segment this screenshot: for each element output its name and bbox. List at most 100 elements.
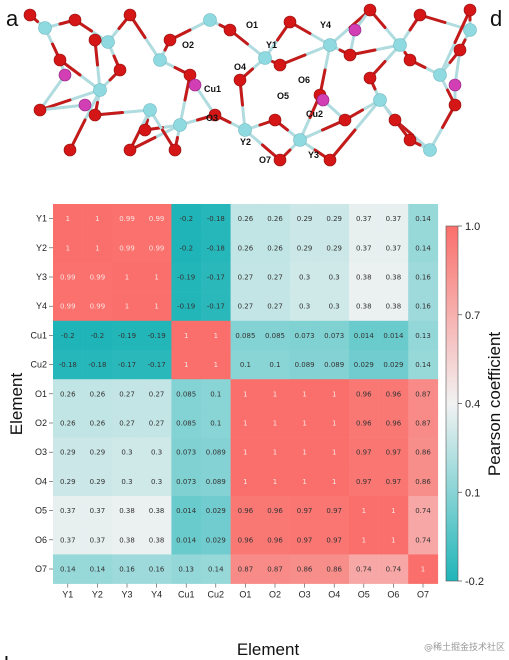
heatmap-cell	[82, 291, 113, 322]
heatmap-cell	[171, 350, 202, 380]
heatmap-cell-label: -0.17	[118, 361, 136, 369]
copper-atom	[348, 23, 362, 37]
heatmap-cell-label: 0.37	[60, 536, 76, 544]
heatmap-cell-label: 1	[302, 478, 306, 486]
heatmap-cell-label: 0.085	[235, 332, 255, 340]
heatmap-cell	[408, 466, 439, 497]
heatmap-cell	[112, 204, 143, 234]
heatmap-cell-label: 1	[273, 449, 277, 457]
oxygen-atom	[273, 153, 287, 167]
heatmap-cell	[349, 320, 379, 351]
heatmap-cell-label: 0.74	[386, 566, 402, 574]
oxygen-atom	[363, 3, 377, 17]
heatmap-cell-label: 0.089	[206, 449, 226, 457]
heatmap-cells: 1 1 0.99 0.99 -0.2 -0.18 0.26 0.26 0.29 0.29 0.37 0…	[53, 204, 439, 584]
copper-atom	[188, 78, 202, 92]
heatmap-cell-label: 0.014	[354, 332, 375, 340]
heatmap-cell-label: 0.073	[324, 332, 344, 340]
heatmap-cell-label: 1	[243, 449, 247, 457]
atom-label-o1: O1	[246, 20, 258, 30]
heatmap-cell-label: 1	[66, 215, 70, 223]
heatmap-cell-label: 0.74	[415, 536, 431, 544]
heatmap-cell-label: 0.27	[119, 390, 135, 398]
heatmap-cell	[171, 554, 202, 584]
x-tick-label: O3	[299, 590, 311, 600]
heatmap-cell	[349, 204, 379, 234]
heatmap-cell	[82, 466, 113, 497]
heatmap-cell-label: 0.14	[90, 566, 106, 574]
yttrium-atom	[38, 21, 52, 35]
panel-letter-d: d	[490, 6, 502, 31]
heatmap-cell	[349, 466, 379, 497]
heatmap-cell-label: 0.089	[295, 361, 315, 369]
heatmap-cell-label: 0.97	[386, 478, 402, 486]
heatmap-cell-label: 0.97	[356, 449, 372, 457]
heatmap-cell	[319, 233, 350, 263]
heatmap-cell-label: 0.27	[267, 274, 283, 282]
x-tick-label: O4	[328, 590, 340, 600]
heatmap-cell	[408, 262, 439, 292]
heatmap-cell	[112, 320, 143, 351]
heatmap-cell	[289, 525, 320, 555]
heatmap-cell-label: 0.3	[329, 274, 340, 282]
heatmap-cell	[82, 525, 113, 555]
heatmap-cell-label: -0.18	[207, 215, 225, 223]
heatmap-cell	[289, 466, 320, 497]
heatmap-cell-label: 0.97	[297, 507, 313, 515]
copper-atom	[448, 78, 462, 92]
heatmap-cell	[141, 437, 172, 468]
oxygen-atom	[63, 143, 77, 157]
heatmap-cell-label: 0.38	[356, 274, 372, 282]
heatmap-cell-label: 0.089	[206, 478, 226, 486]
x-tick-label: O2	[269, 590, 281, 600]
heatmap-cell	[141, 466, 172, 497]
atom-label-y4: Y4	[320, 20, 331, 30]
heatmap-cell	[289, 204, 320, 234]
heatmap-cell	[260, 437, 291, 468]
heatmap-cell	[408, 496, 439, 526]
x-tick-label: Y2	[92, 590, 103, 600]
heatmap-cell	[319, 262, 350, 292]
heatmap-cell	[378, 408, 409, 438]
heatmap-cell-label: 0.87	[415, 420, 431, 428]
heatmap-cell	[289, 350, 320, 380]
heatmap-cell-label: -0.19	[177, 274, 195, 282]
heatmap-cell	[112, 233, 143, 263]
heatmap-cell-label: 0.085	[176, 420, 196, 428]
copper-atom	[316, 93, 330, 107]
heatmap-cell	[171, 262, 202, 292]
y-tick-label: O4	[35, 476, 47, 486]
heatmap-cell	[349, 233, 379, 263]
heatmap-cell	[112, 466, 143, 497]
heatmap-cell	[171, 496, 202, 526]
heatmap-cell-label: 0.16	[149, 566, 165, 574]
heatmap-cell-label: 0.96	[356, 390, 372, 398]
heatmap-cell-label: 0.96	[386, 390, 402, 398]
oxygen-atom	[413, 8, 427, 22]
heatmap-cell-label: 0.97	[326, 507, 342, 515]
heatmap-cell-label: 0.37	[386, 215, 402, 223]
oxygen-atom	[273, 58, 287, 72]
heatmap-cell-label: 0.26	[267, 215, 283, 223]
oxygen-atom	[323, 153, 337, 167]
oxygen-atom	[88, 108, 102, 122]
heatmap-cell-label: 1	[391, 507, 395, 515]
oxygen-atom	[23, 8, 37, 22]
heatmap-cell	[171, 466, 202, 497]
heatmap-cell-label: 0.38	[356, 303, 372, 311]
heatmap-cell	[408, 291, 439, 322]
heatmap-cell-label: 0.27	[149, 390, 165, 398]
heatmap-cell-label: 0.014	[176, 507, 197, 515]
heatmap-cell	[378, 262, 409, 292]
heatmap-cell-label: 0.029	[206, 536, 226, 544]
y-tick-label: Cu2	[30, 360, 47, 370]
heatmap-cell-label: 0.3	[299, 274, 310, 282]
heatmap-cell	[171, 437, 202, 468]
heatmap-cell-label: 0.27	[119, 420, 135, 428]
heatmap-cell-label: 0.26	[238, 244, 254, 252]
structure-bond	[38, 73, 67, 112]
heatmap-cell	[171, 233, 202, 263]
heatmap-cell	[171, 320, 202, 351]
heatmap-cell-label: -0.2	[179, 215, 193, 223]
oxygen-atom	[33, 103, 47, 117]
